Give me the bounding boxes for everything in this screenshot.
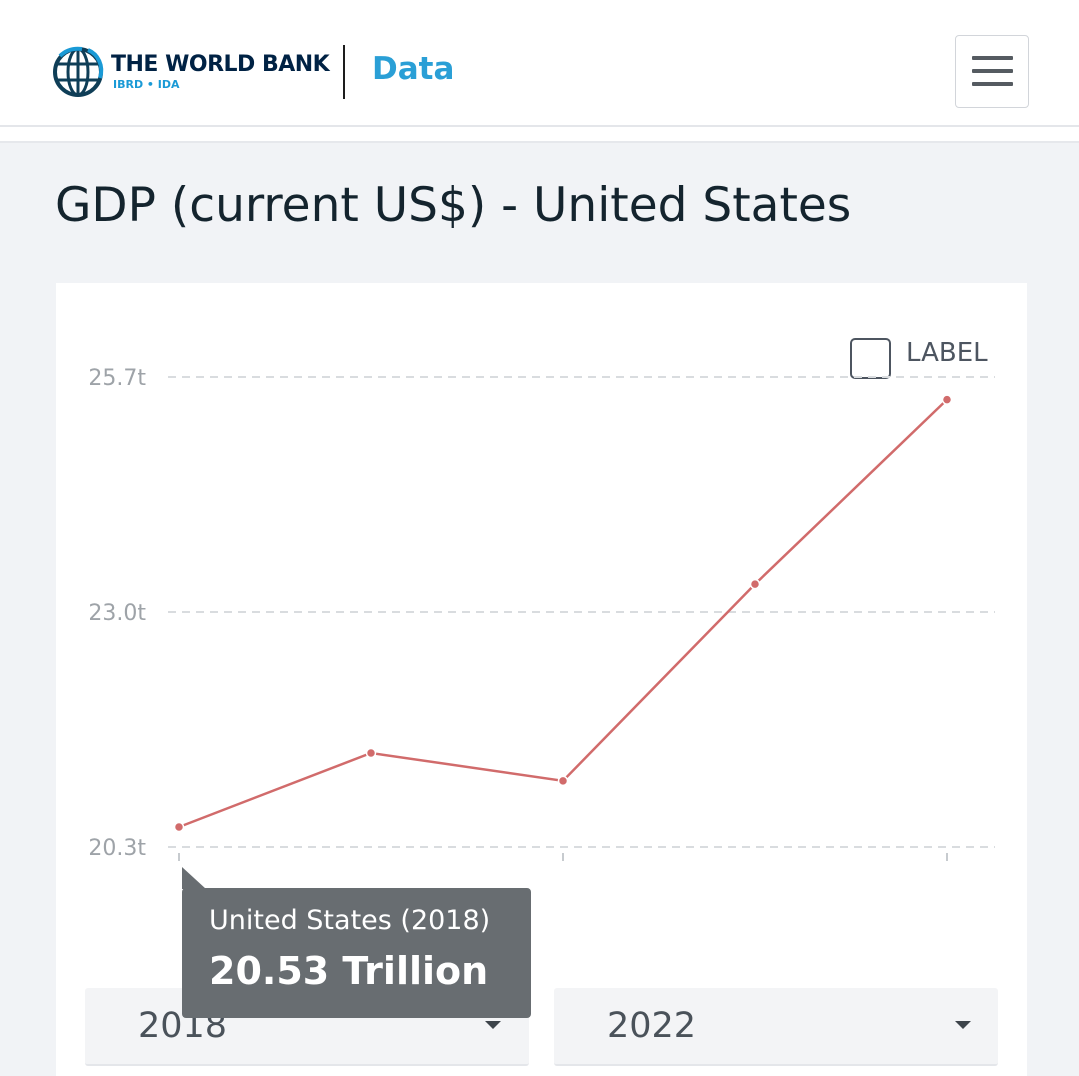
checkbox-icon[interactable]	[850, 338, 891, 379]
brand-name[interactable]: THE WORLD BANK	[111, 52, 330, 77]
data-points	[173, 394, 953, 833]
data-point-2021[interactable]	[749, 578, 761, 590]
page-title: GDP (current US$) - United States	[55, 178, 852, 233]
data-point-2018[interactable]	[173, 821, 185, 833]
data-point-2020[interactable]	[557, 775, 569, 787]
header-shadow	[0, 127, 1079, 143]
chart-tooltip: United States (2018) 20.53 Trillion	[182, 888, 531, 1018]
site-header: THE WORLD BANK IBRD • IDA Data	[0, 0, 1079, 127]
data-point-2022[interactable]	[941, 394, 953, 405]
chevron-down-icon	[955, 1021, 971, 1029]
brand-divider	[343, 45, 345, 99]
data-point-2019[interactable]	[365, 747, 377, 759]
hamburger-icon-bar	[972, 82, 1013, 86]
chevron-down-icon	[485, 1021, 501, 1029]
label-checkbox-text: LABEL	[906, 338, 988, 368]
label-checkbox[interactable]: LABEL	[850, 338, 992, 382]
end-year-value: 2022	[607, 1006, 697, 1046]
site-name-link[interactable]: Data	[372, 51, 455, 87]
end-year-select[interactable]: 2022	[554, 988, 998, 1066]
hamburger-icon	[972, 56, 1013, 60]
tooltip-value: 20.53 Trillion	[209, 949, 489, 993]
tooltip-pointer	[182, 867, 206, 889]
hamburger-icon-bar	[972, 69, 1013, 73]
tooltip-label: United States (2018)	[209, 905, 491, 936]
brand-subtitle: IBRD • IDA	[113, 78, 180, 91]
world-bank-globe-icon[interactable]	[52, 44, 108, 100]
menu-button[interactable]	[955, 35, 1029, 108]
